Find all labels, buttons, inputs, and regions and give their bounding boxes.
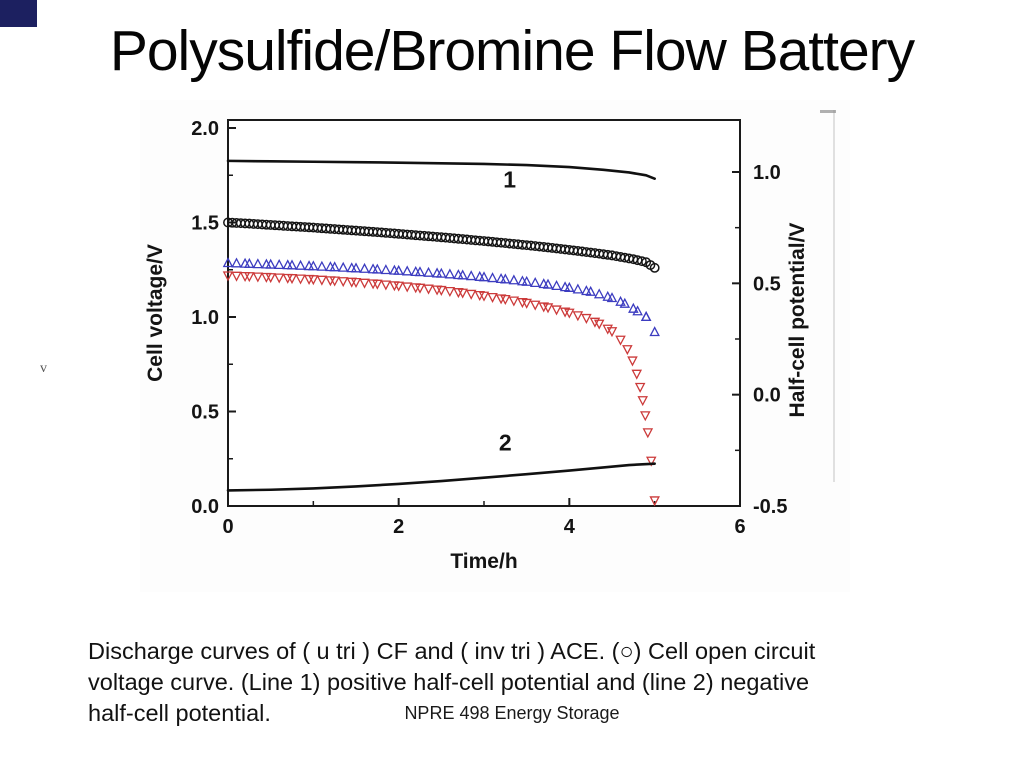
svg-text:0.0: 0.0 xyxy=(753,385,781,407)
svg-text:0.5: 0.5 xyxy=(753,273,781,295)
svg-text:0.5: 0.5 xyxy=(191,402,219,424)
svg-text:4: 4 xyxy=(564,516,576,538)
slide-title: Polysulfide/Bromine Flow Battery xyxy=(109,19,915,83)
slide-corner-decoration xyxy=(0,0,37,27)
svg-text:1.0: 1.0 xyxy=(753,162,781,184)
caption-line: Discharge curves of ( u tri ) CF and ( i… xyxy=(88,637,816,664)
slide-footer: NPRE 498 Energy Storage xyxy=(404,703,620,723)
svg-text:6: 6 xyxy=(734,516,745,538)
svg-text:1.0: 1.0 xyxy=(191,307,219,329)
svg-text:2.0: 2.0 xyxy=(191,118,219,140)
svg-text:Cell voltage/V: Cell voltage/V xyxy=(144,244,167,382)
svg-text:2: 2 xyxy=(393,516,404,538)
caption-line: half-cell potential. xyxy=(88,699,271,726)
svg-text:1.5: 1.5 xyxy=(191,213,219,235)
svg-text:Half-cell potential/V: Half-cell potential/V xyxy=(786,223,809,418)
discharge-curves-figure: 0 2 4 6 0.0 0.5 1.0 1.5 2.0 -0.5 0.0 0.5 1.0 Time/h Ce… xyxy=(140,100,850,592)
chart-canvas: 0 2 4 6 0.0 0.5 1.0 1.5 2.0 -0.5 0.0 0.5 1.0 Time/h Ce… xyxy=(144,118,809,573)
svg-text:1: 1 xyxy=(503,167,516,193)
figure-crop-artifact-dash xyxy=(820,110,836,113)
svg-text:Time/h: Time/h xyxy=(450,550,517,573)
svg-text:0: 0 xyxy=(222,516,233,538)
stray-text-mark: v xyxy=(40,361,47,376)
figure-caption: Discharge curves of ( u tri ) CF and ( i… xyxy=(88,636,928,729)
svg-text:-0.5: -0.5 xyxy=(753,496,787,518)
figure-crop-artifact xyxy=(833,110,835,482)
caption-line: voltage curve. (Line 1) positive half-ce… xyxy=(88,668,810,695)
svg-text:2: 2 xyxy=(499,429,512,455)
svg-text:0.0: 0.0 xyxy=(191,496,219,518)
